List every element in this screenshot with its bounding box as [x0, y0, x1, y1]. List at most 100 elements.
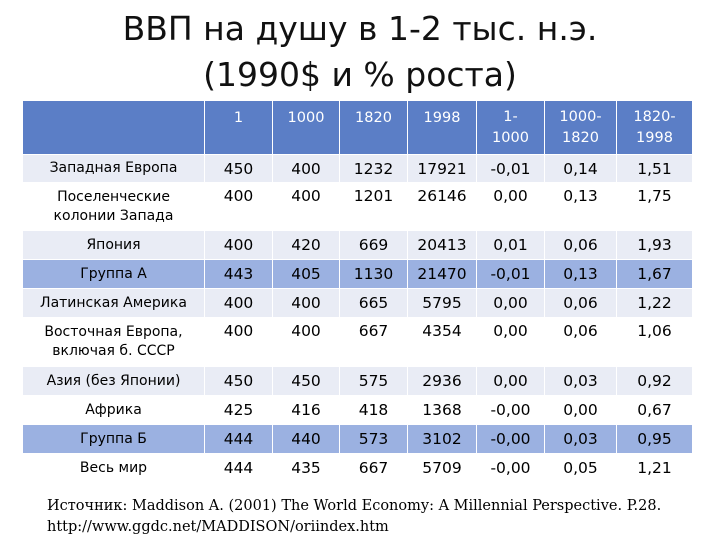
table-cell: 450 [272, 366, 340, 396]
table-cell: 416 [272, 395, 340, 425]
table-row: Поселенческие колонии Запада 400 400 1201 26… [22, 182, 693, 231]
table-cell: 1201 [339, 182, 408, 231]
table-row: Восточная Европа, включая б. СССР 400 400 6… [22, 317, 693, 367]
row-label: Весь мир [22, 453, 205, 483]
source-url: http://www.ggdc.net/MADDISON/oriindex.ht… [47, 519, 389, 535]
table-cell: 405 [272, 259, 340, 289]
table-cell: 1,21 [616, 453, 693, 483]
title-line-1: ВВП на душу в 1-2 тыс. н.э. [122, 9, 598, 48]
table-cell: 5709 [407, 453, 477, 483]
table-cell: 0,00 [544, 395, 617, 425]
table-cell: 1232 [339, 154, 408, 183]
row-label: Азия (без Японии) [22, 366, 205, 396]
table-cell: 0,13 [544, 259, 617, 289]
table-cell: 0,06 [544, 317, 617, 367]
table-cell: 669 [339, 230, 408, 260]
table-cell: 450 [204, 154, 273, 183]
table-cell: 0,06 [544, 230, 617, 260]
row-label: Восточная Европа, включая б. СССР [22, 317, 205, 367]
table-cell: 21470 [407, 259, 477, 289]
table-cell: 1,06 [616, 317, 693, 367]
table-cell: -0,01 [476, 154, 545, 183]
table-cell: 400 [272, 182, 340, 231]
table-cell: 400 [204, 317, 273, 367]
table-cell: -0,00 [476, 424, 545, 454]
table-cell: 5795 [407, 288, 477, 318]
table-cell: 1,51 [616, 154, 693, 183]
table-cell: 20413 [407, 230, 477, 260]
table-cell: 575 [339, 366, 408, 396]
table-cell: 1,67 [616, 259, 693, 289]
table-cell: 400 [272, 288, 340, 318]
row-label: Группа Б [22, 424, 205, 454]
source-note: Источник: Maddison A. (2001) The World E… [47, 496, 707, 538]
slide-title: ВВП на душу в 1-2 тыс. н.э. (1990$ и % р… [0, 6, 720, 98]
row-label: Африка [22, 395, 205, 425]
table-cell: -0,00 [476, 453, 545, 483]
table-cell: 420 [272, 230, 340, 260]
table-cell: 4354 [407, 317, 477, 367]
table-cell: 418 [339, 395, 408, 425]
table-cell: 0,13 [544, 182, 617, 231]
table-cell: 450 [204, 366, 273, 396]
table-cell: 400 [204, 288, 273, 318]
header-cell-year-1820: 1820 [339, 100, 408, 155]
table-cell: 400 [272, 154, 340, 183]
table-row: Группа А 443 405 1130 21470 -0,01 0,13 1,67 [22, 259, 693, 289]
table-row: Африка 425 416 418 1368 -0,00 0,00 0,67 [22, 395, 693, 425]
table-cell: 400 [204, 182, 273, 231]
table-cell: 0,01 [476, 230, 545, 260]
table-cell: -0,00 [476, 395, 545, 425]
table-row: Япония 400 420 669 20413 0,01 0,06 1,93 [22, 230, 693, 260]
table-row: Азия (без Японии) 450 450 575 2936 0,00 0,03 0,… [22, 366, 693, 396]
table-cell: 0,92 [616, 366, 693, 396]
table-cell: 0,14 [544, 154, 617, 183]
table-cell: 1,93 [616, 230, 693, 260]
header-cell-year-1998: 1998 [407, 100, 477, 155]
table-cell: 0,03 [544, 424, 617, 454]
table-row: Весь мир 444 435 667 5709 -0,00 0,05 1,21 [22, 453, 693, 483]
table-cell: -0,01 [476, 259, 545, 289]
table-cell: 667 [339, 317, 408, 367]
table-row: Латинская Америка 400 400 665 5795 0,00 0,06 1,… [22, 288, 693, 318]
table-cell: 435 [272, 453, 340, 483]
table-row: Группа Б 444 440 573 3102 -0,00 0,03 0,95 [22, 424, 693, 454]
table-cell: 1368 [407, 395, 477, 425]
header-cell-year-1: 1 [204, 100, 273, 155]
row-label: Группа А [22, 259, 205, 289]
header-corner-cell [22, 100, 205, 155]
table-cell: 400 [272, 317, 340, 367]
row-label: Западная Европа [22, 154, 205, 183]
header-cell-growth-1000-1820: 1000- 1820 [544, 100, 617, 155]
title-line-2: (1990$ и % роста) [203, 55, 517, 94]
table-cell: 444 [204, 453, 273, 483]
table-cell: 26146 [407, 182, 477, 231]
table-cell: 443 [204, 259, 273, 289]
table-cell: 440 [272, 424, 340, 454]
table-cell: 667 [339, 453, 408, 483]
table-cell: 0,00 [476, 317, 545, 367]
table-cell: 17921 [407, 154, 477, 183]
source-citation: Источник: Maddison A. (2001) The World E… [47, 498, 662, 514]
table-cell: 0,00 [476, 366, 545, 396]
table-cell: 0,67 [616, 395, 693, 425]
table-cell: 665 [339, 288, 408, 318]
table-cell: 0,05 [544, 453, 617, 483]
table-cell: 3102 [407, 424, 477, 454]
header-row: 1 1000 1820 1998 1- 1000 1000- 1820 1820- 1… [22, 100, 693, 155]
table-cell: 0,00 [476, 288, 545, 318]
table-cell: 444 [204, 424, 273, 454]
gdp-table: 1 1000 1820 1998 1- 1000 1000- 1820 1820- 1… [22, 100, 693, 483]
table-cell: 1130 [339, 259, 408, 289]
table-cell: 2936 [407, 366, 477, 396]
header-cell-growth-1820-1998: 1820- 1998 [616, 100, 693, 155]
header-cell-growth-1-1000: 1- 1000 [476, 100, 545, 155]
header-cell-year-1000: 1000 [272, 100, 340, 155]
table-cell: 400 [204, 230, 273, 260]
table-cell: 1,75 [616, 182, 693, 231]
table-cell: 0,06 [544, 288, 617, 318]
row-label: Япония [22, 230, 205, 260]
row-label: Поселенческие колонии Запада [22, 182, 205, 231]
table-cell: 425 [204, 395, 273, 425]
table-cell: 1,22 [616, 288, 693, 318]
